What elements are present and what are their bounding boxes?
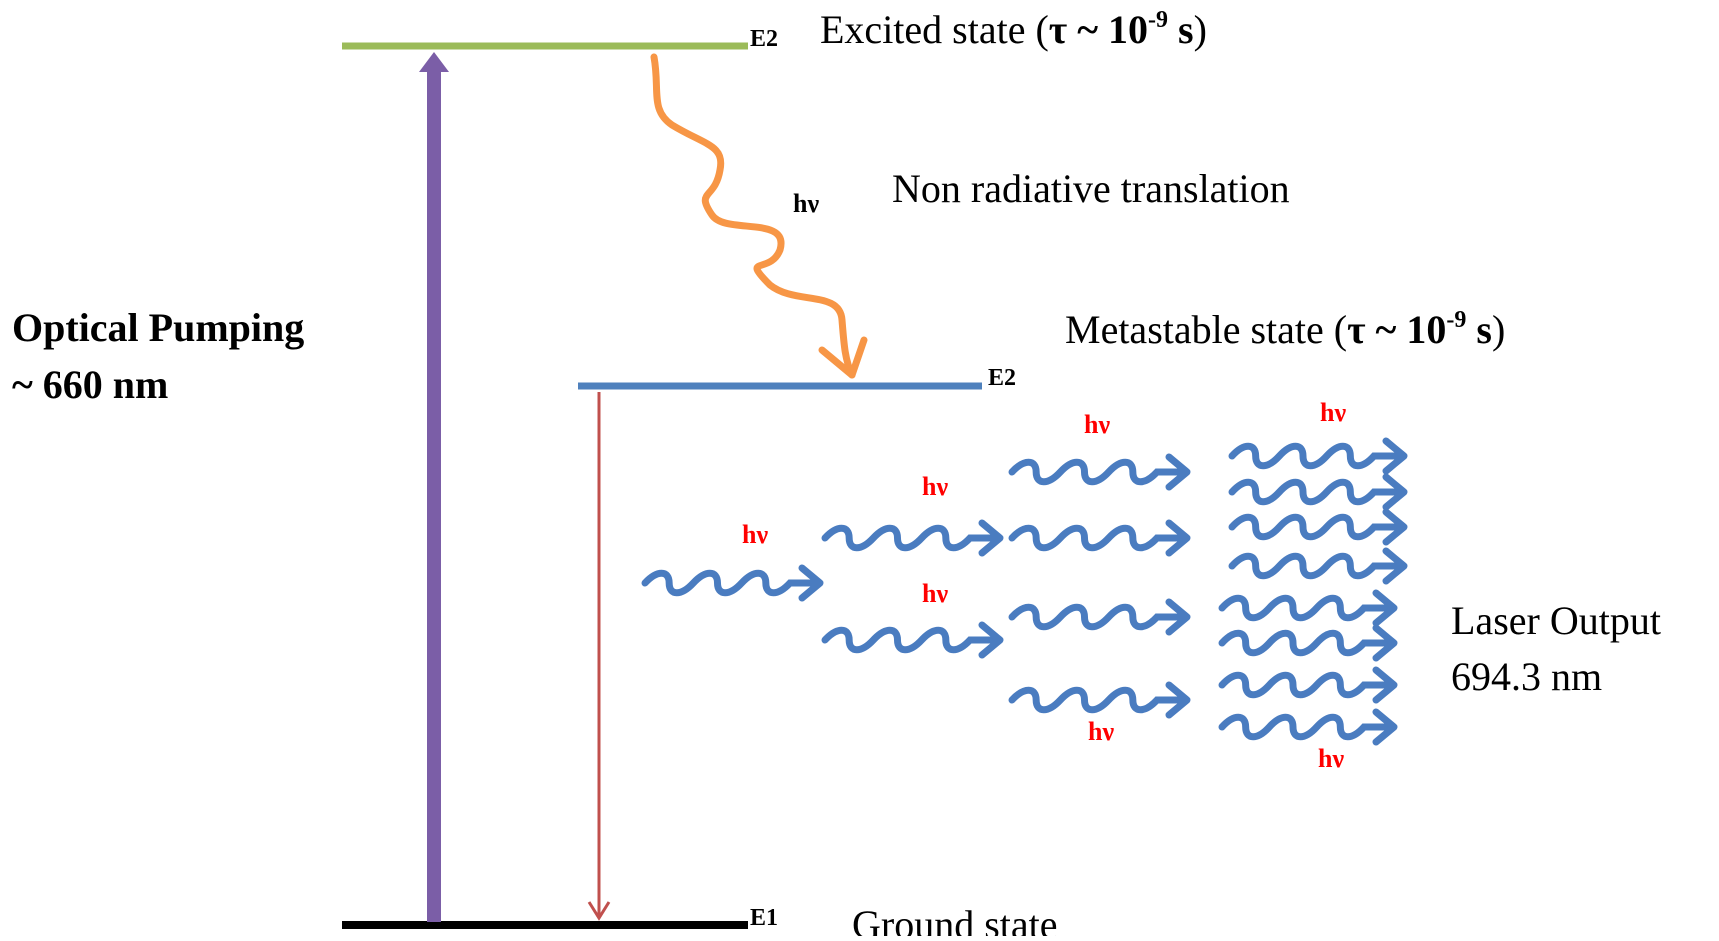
nonradiative-photon-label: hν xyxy=(793,189,819,218)
photon-wave xyxy=(1228,442,1404,470)
photon-label: hν xyxy=(1084,410,1110,439)
laser-output-label: Laser Output xyxy=(1451,598,1661,643)
photon-wave-arrowhead xyxy=(1372,624,1398,662)
metastable-state-label: Metastable state (τ ~ 10-9 s) xyxy=(1065,307,1505,352)
photon-wave-arrowhead xyxy=(1165,519,1191,557)
photon-label: hν xyxy=(1088,717,1114,746)
photon-wave-arrowhead xyxy=(1382,473,1408,511)
photon-wave-arrowhead xyxy=(1382,547,1408,585)
laser-output-wavelength: 694.3 nm xyxy=(1451,654,1602,699)
excited-state-label: Excited state (τ ~ 10-9 s) xyxy=(820,7,1207,52)
photon-wave xyxy=(1008,686,1187,714)
photon-wave-arrowhead xyxy=(1165,598,1191,636)
photon-label: hν xyxy=(922,579,948,608)
photon-wave-arrowhead xyxy=(1372,589,1398,627)
photon-wave xyxy=(1218,629,1394,657)
ground-level-tag: E1 xyxy=(750,905,778,931)
nonradiative-transition-arrow xyxy=(650,53,856,379)
excited-level-tag: E2 xyxy=(750,26,778,52)
metastable-level-tag: E2 xyxy=(988,365,1016,391)
photon-wave-arrowhead xyxy=(1165,453,1191,491)
photon-label: hν xyxy=(1318,744,1344,773)
photon-wave xyxy=(1008,603,1187,631)
decay-arrow-head xyxy=(587,901,611,921)
photon-wave-arrowhead xyxy=(1372,708,1398,746)
photon-wave xyxy=(821,524,1000,552)
optical-pumping-label: Optical Pumping xyxy=(12,305,304,350)
photon-label: hν xyxy=(922,472,948,501)
photon-label: hν xyxy=(1320,398,1346,427)
photon-wave xyxy=(1008,458,1187,486)
photon-wave xyxy=(641,569,820,597)
photon-wave xyxy=(1218,671,1394,699)
photon-wave-arrowhead xyxy=(1165,681,1191,719)
photon-wave-arrowhead xyxy=(1372,666,1398,704)
photon-wave-arrowhead xyxy=(798,564,824,602)
photon-wave-arrowhead xyxy=(978,519,1004,557)
photon-wave xyxy=(1228,478,1404,506)
photon-wave xyxy=(1228,513,1404,541)
photon-wave xyxy=(1218,594,1394,622)
pumping-arrow-head xyxy=(419,52,449,72)
photon-wave xyxy=(1008,524,1187,552)
photon-wave xyxy=(1218,713,1394,741)
nonradiative-label: Non radiative translation xyxy=(892,166,1290,211)
photon-waves xyxy=(641,437,1408,746)
pumping-wavelength-label: ~ 660 nm xyxy=(12,362,168,407)
photon-wave-arrowhead xyxy=(1382,437,1408,475)
photon-wave-arrowhead xyxy=(978,621,1004,659)
nonradiative-arrow-head xyxy=(818,336,868,379)
ground-state-label: Ground state xyxy=(852,902,1058,936)
photon-wave xyxy=(1228,552,1404,580)
photon-label: hν xyxy=(742,520,768,549)
photon-wave-arrowhead xyxy=(1382,508,1408,546)
pumping-arrow-shaft xyxy=(427,70,441,922)
photon-wave xyxy=(821,626,1000,654)
